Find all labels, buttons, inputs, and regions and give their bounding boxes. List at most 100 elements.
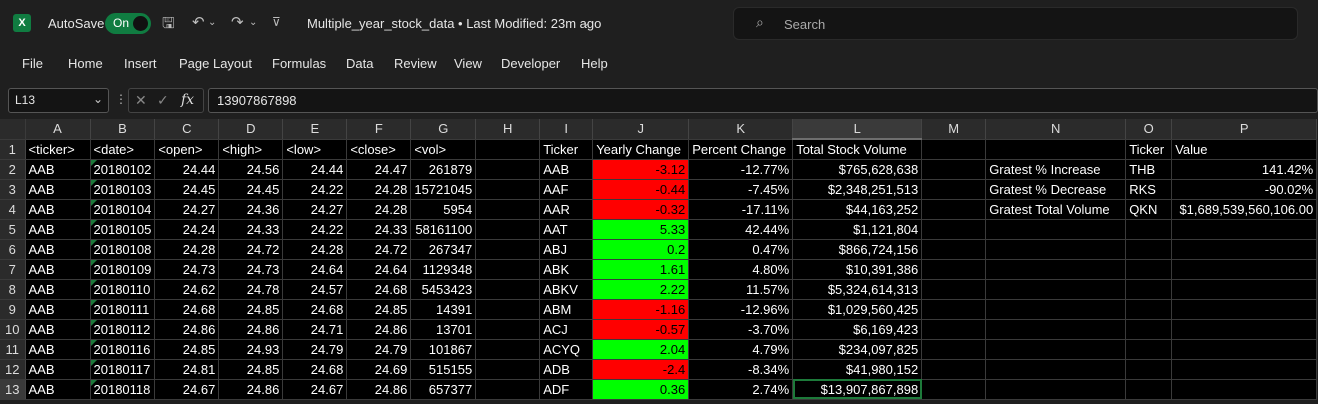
row-header[interactable]: 10 xyxy=(0,319,26,340)
cell-a13[interactable]: AAB xyxy=(25,379,91,400)
cell-d1[interactable]: <high> xyxy=(218,139,284,160)
row-header[interactable]: 12 xyxy=(0,359,26,380)
cell-m8[interactable] xyxy=(921,279,987,300)
row-header[interactable]: 2 xyxy=(0,159,26,180)
cell-p9[interactable] xyxy=(1171,299,1318,320)
cell-h12[interactable] xyxy=(475,359,541,380)
cell-l13[interactable]: $13,907,867,898 xyxy=(792,379,923,400)
cell-i3[interactable]: AAF xyxy=(539,179,594,200)
cell-o9[interactable] xyxy=(1125,299,1173,320)
cell-f1[interactable]: <close> xyxy=(346,139,412,160)
cell-b8[interactable]: 20180110 xyxy=(90,279,156,300)
cell-l8[interactable]: $5,324,614,313 xyxy=(792,279,923,300)
cell-e8[interactable]: 24.57 xyxy=(282,279,348,300)
column-header-l[interactable]: L xyxy=(792,119,923,140)
cell-g9[interactable]: 14391 xyxy=(410,299,477,320)
cell-n10[interactable] xyxy=(985,319,1127,340)
cell-g8[interactable]: 5453423 xyxy=(410,279,477,300)
cell-a6[interactable]: AAB xyxy=(25,239,91,260)
cell-a7[interactable]: AAB xyxy=(25,259,91,280)
cell-e1[interactable]: <low> xyxy=(282,139,348,160)
document-title[interactable]: Multiple_year_stock_data • Last Modified… xyxy=(307,16,602,31)
cell-c4[interactable]: 24.27 xyxy=(154,199,220,220)
cell-p11[interactable] xyxy=(1171,339,1318,360)
cell-m1[interactable] xyxy=(921,139,987,160)
cell-d7[interactable]: 24.73 xyxy=(218,259,284,280)
cell-d6[interactable]: 24.72 xyxy=(218,239,284,260)
cell-j6[interactable]: 0.2 xyxy=(592,239,690,260)
cell-i2[interactable]: AAB xyxy=(539,159,594,180)
cell-j7[interactable]: 1.61 xyxy=(592,259,690,280)
cell-f2[interactable]: 24.47 xyxy=(346,159,412,180)
cell-a9[interactable]: AAB xyxy=(25,299,91,320)
cell-e11[interactable]: 24.79 xyxy=(282,339,348,360)
cell-k8[interactable]: 11.57% xyxy=(688,279,794,300)
cell-d10[interactable]: 24.86 xyxy=(218,319,284,340)
cell-i7[interactable]: ABK xyxy=(539,259,594,280)
cell-k11[interactable]: 4.79% xyxy=(688,339,794,360)
cell-f9[interactable]: 24.85 xyxy=(346,299,412,320)
column-header-d[interactable]: D xyxy=(218,119,284,140)
cell-e10[interactable]: 24.71 xyxy=(282,319,348,340)
cell-m5[interactable] xyxy=(921,219,987,240)
cell-c2[interactable]: 24.44 xyxy=(154,159,220,180)
cell-a10[interactable]: AAB xyxy=(25,319,91,340)
cell-h2[interactable] xyxy=(475,159,541,180)
chevron-down-icon[interactable]: ⌄ xyxy=(92,92,103,106)
cell-g5[interactable]: 58161100 xyxy=(410,219,477,240)
cell-j13[interactable]: 0.36 xyxy=(592,379,690,400)
cell-j4[interactable]: -0.32 xyxy=(592,199,690,220)
cell-m11[interactable] xyxy=(921,339,987,360)
cell-e2[interactable]: 24.44 xyxy=(282,159,348,180)
undo-dropdown-icon[interactable]: ⌄ xyxy=(208,17,217,28)
save-icon[interactable]: 🖫 xyxy=(162,15,175,32)
cell-c11[interactable]: 24.85 xyxy=(154,339,220,360)
cell-l3[interactable]: $2,348,251,513 xyxy=(792,179,923,200)
cell-g7[interactable]: 1129348 xyxy=(410,259,477,280)
column-header-i[interactable]: I xyxy=(539,119,594,140)
cell-i4[interactable]: AAR xyxy=(539,199,594,220)
cell-l5[interactable]: $1,121,804 xyxy=(792,219,923,240)
cell-i6[interactable]: ABJ xyxy=(539,239,594,260)
cell-c3[interactable]: 24.45 xyxy=(154,179,220,200)
tab-developer[interactable]: Developer xyxy=(501,56,561,71)
cell-f4[interactable]: 24.28 xyxy=(346,199,412,220)
column-header-h[interactable]: H xyxy=(475,119,541,140)
cell-e9[interactable]: 24.68 xyxy=(282,299,348,320)
cell-b3[interactable]: 20180103 xyxy=(90,179,156,200)
row-header[interactable]: 13 xyxy=(0,379,26,400)
row-header[interactable]: 1 xyxy=(0,139,26,160)
cell-h11[interactable] xyxy=(475,339,541,360)
cell-p1[interactable]: Value xyxy=(1171,139,1318,160)
autosave-toggle[interactable]: On xyxy=(105,13,151,34)
cell-h10[interactable] xyxy=(475,319,541,340)
cell-n4[interactable]: Gratest Total Volume xyxy=(985,199,1127,220)
cell-b1[interactable]: <date> xyxy=(90,139,156,160)
cell-j10[interactable]: -0.57 xyxy=(592,319,690,340)
column-header-a[interactable]: A xyxy=(25,119,91,140)
cell-l4[interactable]: $44,163,252 xyxy=(792,199,923,220)
cell-l11[interactable]: $234,097,825 xyxy=(792,339,923,360)
cell-d3[interactable]: 24.45 xyxy=(218,179,284,200)
cell-f8[interactable]: 24.68 xyxy=(346,279,412,300)
cell-g13[interactable]: 657377 xyxy=(410,379,477,400)
cell-k9[interactable]: -12.96% xyxy=(688,299,794,320)
cell-c9[interactable]: 24.68 xyxy=(154,299,220,320)
cell-h4[interactable] xyxy=(475,199,541,220)
cell-m6[interactable] xyxy=(921,239,987,260)
cell-l10[interactable]: $6,169,423 xyxy=(792,319,923,340)
cell-m7[interactable] xyxy=(921,259,987,280)
cell-j3[interactable]: -0.44 xyxy=(592,179,690,200)
cell-e3[interactable]: 24.22 xyxy=(282,179,348,200)
cell-j8[interactable]: 2.22 xyxy=(592,279,690,300)
tab-file[interactable]: File xyxy=(22,56,43,71)
cell-m12[interactable] xyxy=(921,359,987,380)
cancel-icon[interactable]: ✕ xyxy=(135,92,147,108)
select-all-corner[interactable] xyxy=(0,119,26,140)
row-header[interactable]: 9 xyxy=(0,299,26,320)
cell-a4[interactable]: AAB xyxy=(25,199,91,220)
cell-d8[interactable]: 24.78 xyxy=(218,279,284,300)
cell-i1[interactable]: Ticker xyxy=(539,139,594,160)
cell-b4[interactable]: 20180104 xyxy=(90,199,156,220)
cell-i10[interactable]: ACJ xyxy=(539,319,594,340)
